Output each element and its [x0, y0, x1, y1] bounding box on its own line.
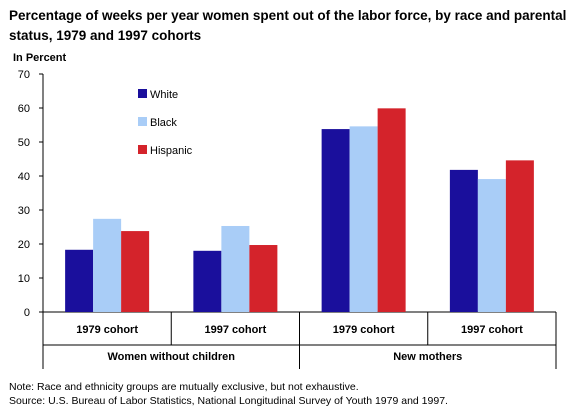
bar-black-3 [349, 126, 378, 312]
y-axis-unit-label: In Percent [13, 52, 67, 64]
bar-black-1 [93, 218, 122, 312]
bar-white-1 [65, 249, 94, 312]
legend-label-black: Black [150, 117, 177, 129]
footnote-source: Source: U.S. Bureau of Labor Statistics,… [9, 395, 448, 407]
chart-title: Percentage of weeks per year women spent… [9, 8, 567, 43]
x-category-label: 1979 cohort [333, 324, 395, 336]
bar-black-2 [221, 225, 250, 312]
x-category-label: 1979 cohort [76, 324, 138, 336]
footnote-note: Note: Race and ethnicity groups are mutu… [9, 381, 359, 393]
legend-swatch-black [138, 117, 147, 126]
y-tick-label: 50 [18, 137, 30, 149]
bar-hispanic-4 [505, 160, 534, 312]
bar-hispanic-3 [377, 108, 406, 312]
x-group-label: Women without children [107, 351, 235, 363]
y-tick-label: 20 [18, 239, 30, 251]
bar-white-2 [193, 250, 222, 312]
y-tick-label: 30 [18, 205, 30, 217]
bar-hispanic-1 [121, 231, 150, 312]
x-group-label: New mothers [393, 351, 462, 363]
footnotes: Note: Race and ethnicity groups are mutu… [9, 380, 448, 408]
legend-swatch-hispanic [138, 145, 147, 154]
bar-hispanic-2 [249, 245, 278, 312]
bar-white-4 [449, 169, 478, 312]
x-category-label: 1997 cohort [461, 324, 523, 336]
y-tick-label: 0 [24, 307, 30, 319]
y-tick-label: 40 [18, 171, 30, 183]
y-tick-label: 10 [18, 273, 30, 285]
bar-white-3 [321, 129, 350, 312]
y-tick-label: 70 [18, 69, 30, 81]
bar-black-4 [477, 179, 506, 312]
legend-label-white: White [150, 89, 178, 101]
y-tick-label: 60 [18, 103, 30, 115]
legend-swatch-white [138, 89, 147, 98]
legend-label-hispanic: Hispanic [150, 145, 193, 157]
x-category-label: 1997 cohort [205, 324, 267, 336]
